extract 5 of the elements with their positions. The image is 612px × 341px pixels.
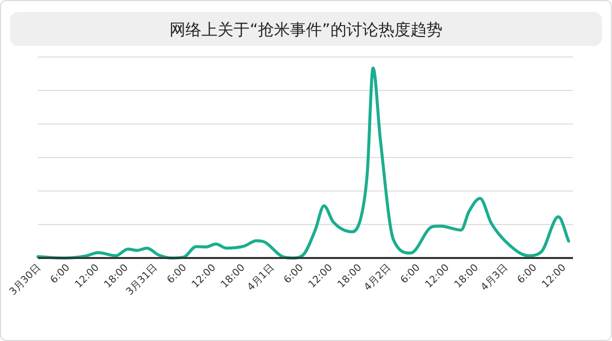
x-tick-label: 3月30日 — [8, 262, 44, 298]
x-tick-label: 4月2日 — [362, 262, 394, 294]
x-tick-label: 4月1日 — [246, 262, 277, 294]
chart-title: 网络上关于“抢米事件”的讨论热度趋势 — [170, 20, 442, 39]
x-tick-label: 4月3日 — [479, 262, 510, 294]
